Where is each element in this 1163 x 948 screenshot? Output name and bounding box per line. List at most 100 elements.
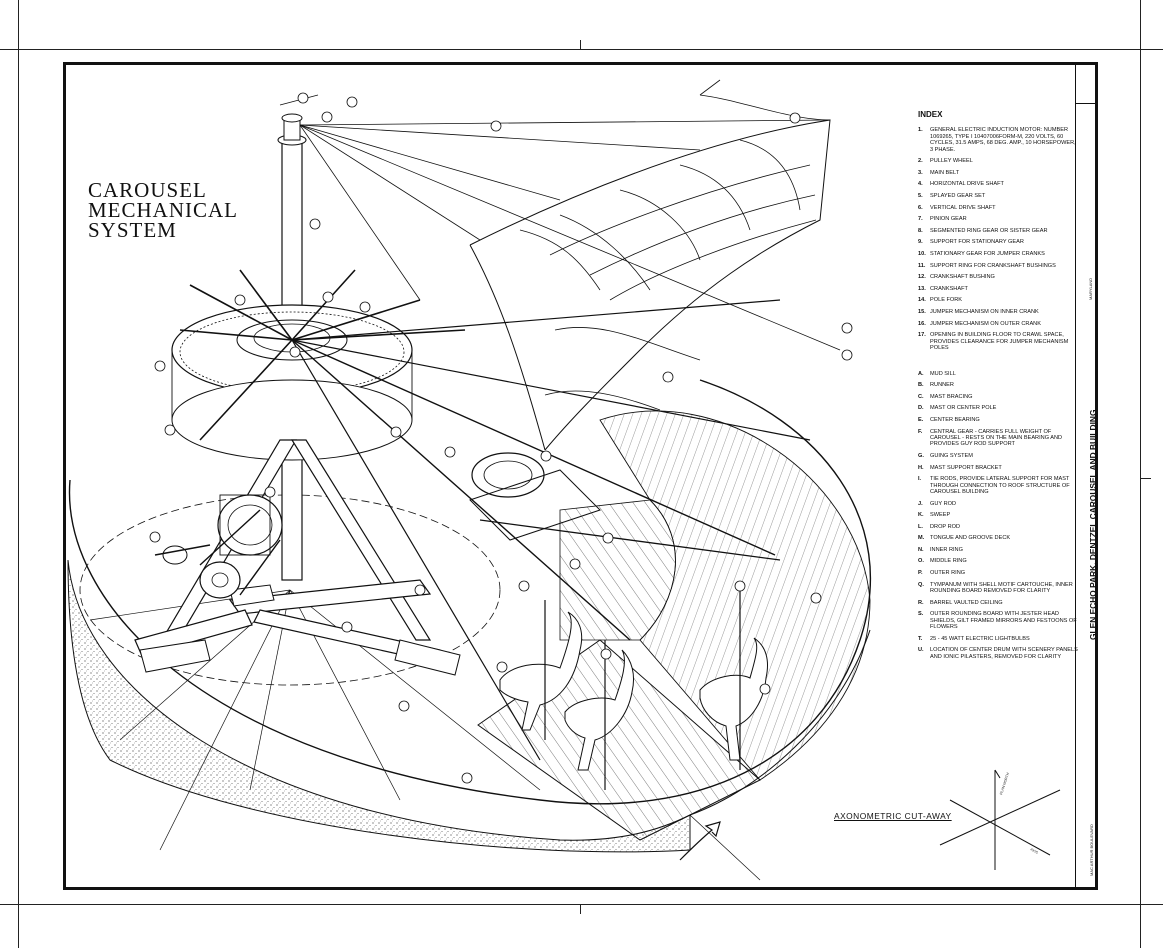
index-item: 7. Pinion gear <box>918 216 1078 222</box>
index-item-text: Support for stationary gear <box>930 239 1024 246</box>
index-item-text: Jumper mechanism on outer crank <box>930 320 1041 327</box>
index-item: 3. Main belt <box>918 170 1078 176</box>
index-item-text: Crankshaft <box>930 285 968 292</box>
index-item-text: Sweep <box>930 512 951 519</box>
index-item-key: 13. <box>918 285 926 292</box>
index-item: U. Location of center drum with scenery p… <box>918 647 1078 660</box>
index-item: 10. Stationary gear for jumper cranks <box>918 251 1078 257</box>
title-block <box>1075 65 1096 887</box>
index-item-key: 5. <box>918 193 923 199</box>
title-block-logo-cell <box>1075 65 1095 104</box>
index-item-key: 9. <box>918 239 923 246</box>
index-item-text: Vertical drive shaft <box>930 204 996 211</box>
index-item-key: 16. <box>918 320 926 327</box>
index-item: K. Sweep <box>918 512 1078 518</box>
index-item: 15. Jumper mechanism on inner crank <box>918 309 1078 315</box>
sheet-title: CAROUSEL MECHANICAL SYSTEM <box>88 178 278 242</box>
title-block-county: MONTGOMERY COUNTY <box>1094 332 1099 380</box>
index-item-key: U. <box>918 647 924 654</box>
index-item-key: 2. <box>918 158 923 165</box>
index-item-key: 17. <box>918 332 926 339</box>
index-item-text: Stationary gear for jumper cranks <box>930 250 1045 257</box>
index-item-key: Q. <box>918 581 924 588</box>
index-item-text: Splayed gear set <box>930 193 986 199</box>
index-item-key: O. <box>918 558 924 565</box>
sheet-right-rule <box>1140 0 1141 948</box>
mud-sills <box>139 584 461 676</box>
index-item-key: E. <box>918 416 924 423</box>
rotation-arrow <box>679 821 721 861</box>
compass-label-b: AXIS <box>1030 847 1040 855</box>
index-item: I. Tie rods, provide lateral support for … <box>918 476 1078 495</box>
canopy-ceiling <box>469 79 831 451</box>
title-block-project-name: GLEN ECHO PARK, DENTZEL CAROUSEL AND BUI… <box>1088 409 1098 640</box>
crop-mark-bottom <box>580 904 581 914</box>
index-item-text: Location of center drum with scenery pan… <box>930 647 1078 660</box>
index-item-key: 10. <box>918 250 926 257</box>
index-item-key: 11. <box>918 262 926 269</box>
guy-rods <box>279 94 841 351</box>
index-item-key: S. <box>918 611 924 618</box>
crank-assembly <box>469 452 781 561</box>
index-item: J. Guy rod <box>918 501 1078 507</box>
compass-label-a: PLAN NORTH <box>999 772 1010 796</box>
sheet-title-line-1: CAROUSEL <box>88 178 207 202</box>
index-item: 9. Support for stationary gear <box>918 239 1078 245</box>
index-item-text: Center bearing <box>930 416 980 423</box>
index-item-key: G. <box>918 452 924 459</box>
index-item-key: F. <box>918 428 923 435</box>
index-item-key: L. <box>918 523 923 530</box>
index-item-text: Outer ring <box>930 570 966 577</box>
index-item: C. Mast bracing <box>918 394 1078 400</box>
index-item-key: T. <box>918 635 923 642</box>
carousel-horses <box>499 590 768 790</box>
index-item: 6. Vertical drive shaft <box>918 205 1078 211</box>
index-item-key: 15. <box>918 308 926 315</box>
index-item-key: 4. <box>918 181 923 188</box>
index-heading: INDEX <box>918 110 943 119</box>
index-item-key: H. <box>918 464 924 471</box>
index-item: D. Mast or center pole <box>918 405 1078 411</box>
index-item-text: Tie rods, provide lateral support for ma… <box>930 476 1070 495</box>
index-item: 8. Segmented ring gear or sister gear <box>918 228 1078 234</box>
index-item: E. Center bearing <box>918 417 1078 423</box>
index-item-text: Mud sill <box>930 370 956 377</box>
index-item: Q. Tympanum with shell motif cartouche, i… <box>918 582 1078 595</box>
index-item-key: 6. <box>918 204 923 211</box>
index-item: A. Mud sill <box>918 371 1078 377</box>
callout-bubbles <box>149 92 853 784</box>
index-item: R. Barrel vaulted ceiling <box>918 600 1078 606</box>
index-item-text: Pulley wheel <box>930 158 973 165</box>
index-item-text: Jumper mechanism on inner crank <box>930 308 1039 315</box>
index-item-key: 1. <box>918 127 923 134</box>
index-item-key: R. <box>918 599 924 606</box>
index-item-key: P. <box>918 570 923 577</box>
index-item: 5. Splayed gear set <box>918 193 1078 199</box>
index-item-text: Pole fork <box>930 297 963 304</box>
index-item-key: C. <box>918 393 924 400</box>
central-gear-assembly <box>171 304 413 461</box>
index-item: N. Inner ring <box>918 547 1078 553</box>
index-item-text: Tongue and groove deck <box>930 535 1011 542</box>
index-item-text: Barrel vaulted ceiling <box>930 599 1003 606</box>
index-item: F. Central gear - carries full weight of … <box>918 429 1078 448</box>
index-item: 2. Pulley wheel <box>918 158 1078 164</box>
sheet-title-line-3: SYSTEM <box>88 218 177 242</box>
index-item: S. Outer rounding board with jester head … <box>918 611 1078 630</box>
index-item: P. Outer ring <box>918 570 1078 576</box>
index-item-text: Horizontal drive shaft <box>930 181 1004 188</box>
index-item-text: Drop rod <box>930 523 961 530</box>
index-numbered-list: 1. General electric induction motor: numb… <box>918 127 1078 351</box>
axis-compass <box>939 769 1061 870</box>
index-item: 17. Opening in building floor to crawl sp… <box>918 332 1078 351</box>
index-item-text: Mast bracing <box>930 393 973 400</box>
index-item-text: Pinion gear <box>930 216 967 223</box>
index-item-text: Mast support bracket <box>930 464 1002 471</box>
index-item-text: Main belt <box>930 169 960 176</box>
index-item: T. 25 - 45 watt electric lightbulbs <box>918 636 1078 642</box>
index-item: L. Drop rod <box>918 524 1078 530</box>
index-item-text: Mast or center pole <box>930 405 997 412</box>
index-item: O. Middle ring <box>918 558 1078 564</box>
index-item-text: Support ring for crankshaft bushings <box>930 262 1056 269</box>
sheet-left-rule <box>18 0 19 948</box>
